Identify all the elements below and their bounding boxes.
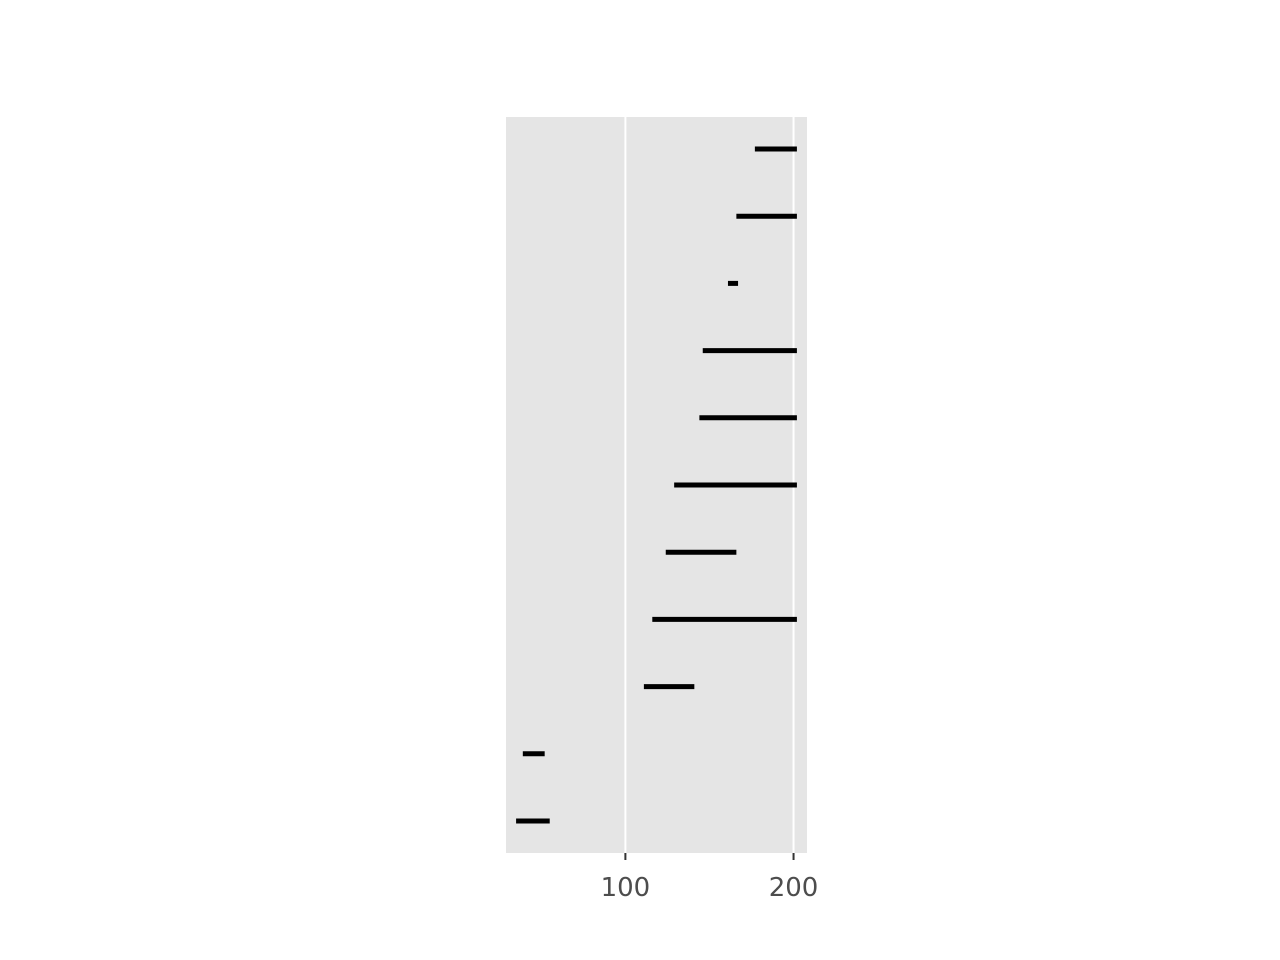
x-axis: 100 200 bbox=[601, 853, 819, 903]
segments bbox=[516, 146, 797, 824]
x-tick-label: 100 bbox=[601, 873, 651, 903]
x-tick-label: 200 bbox=[769, 873, 819, 903]
